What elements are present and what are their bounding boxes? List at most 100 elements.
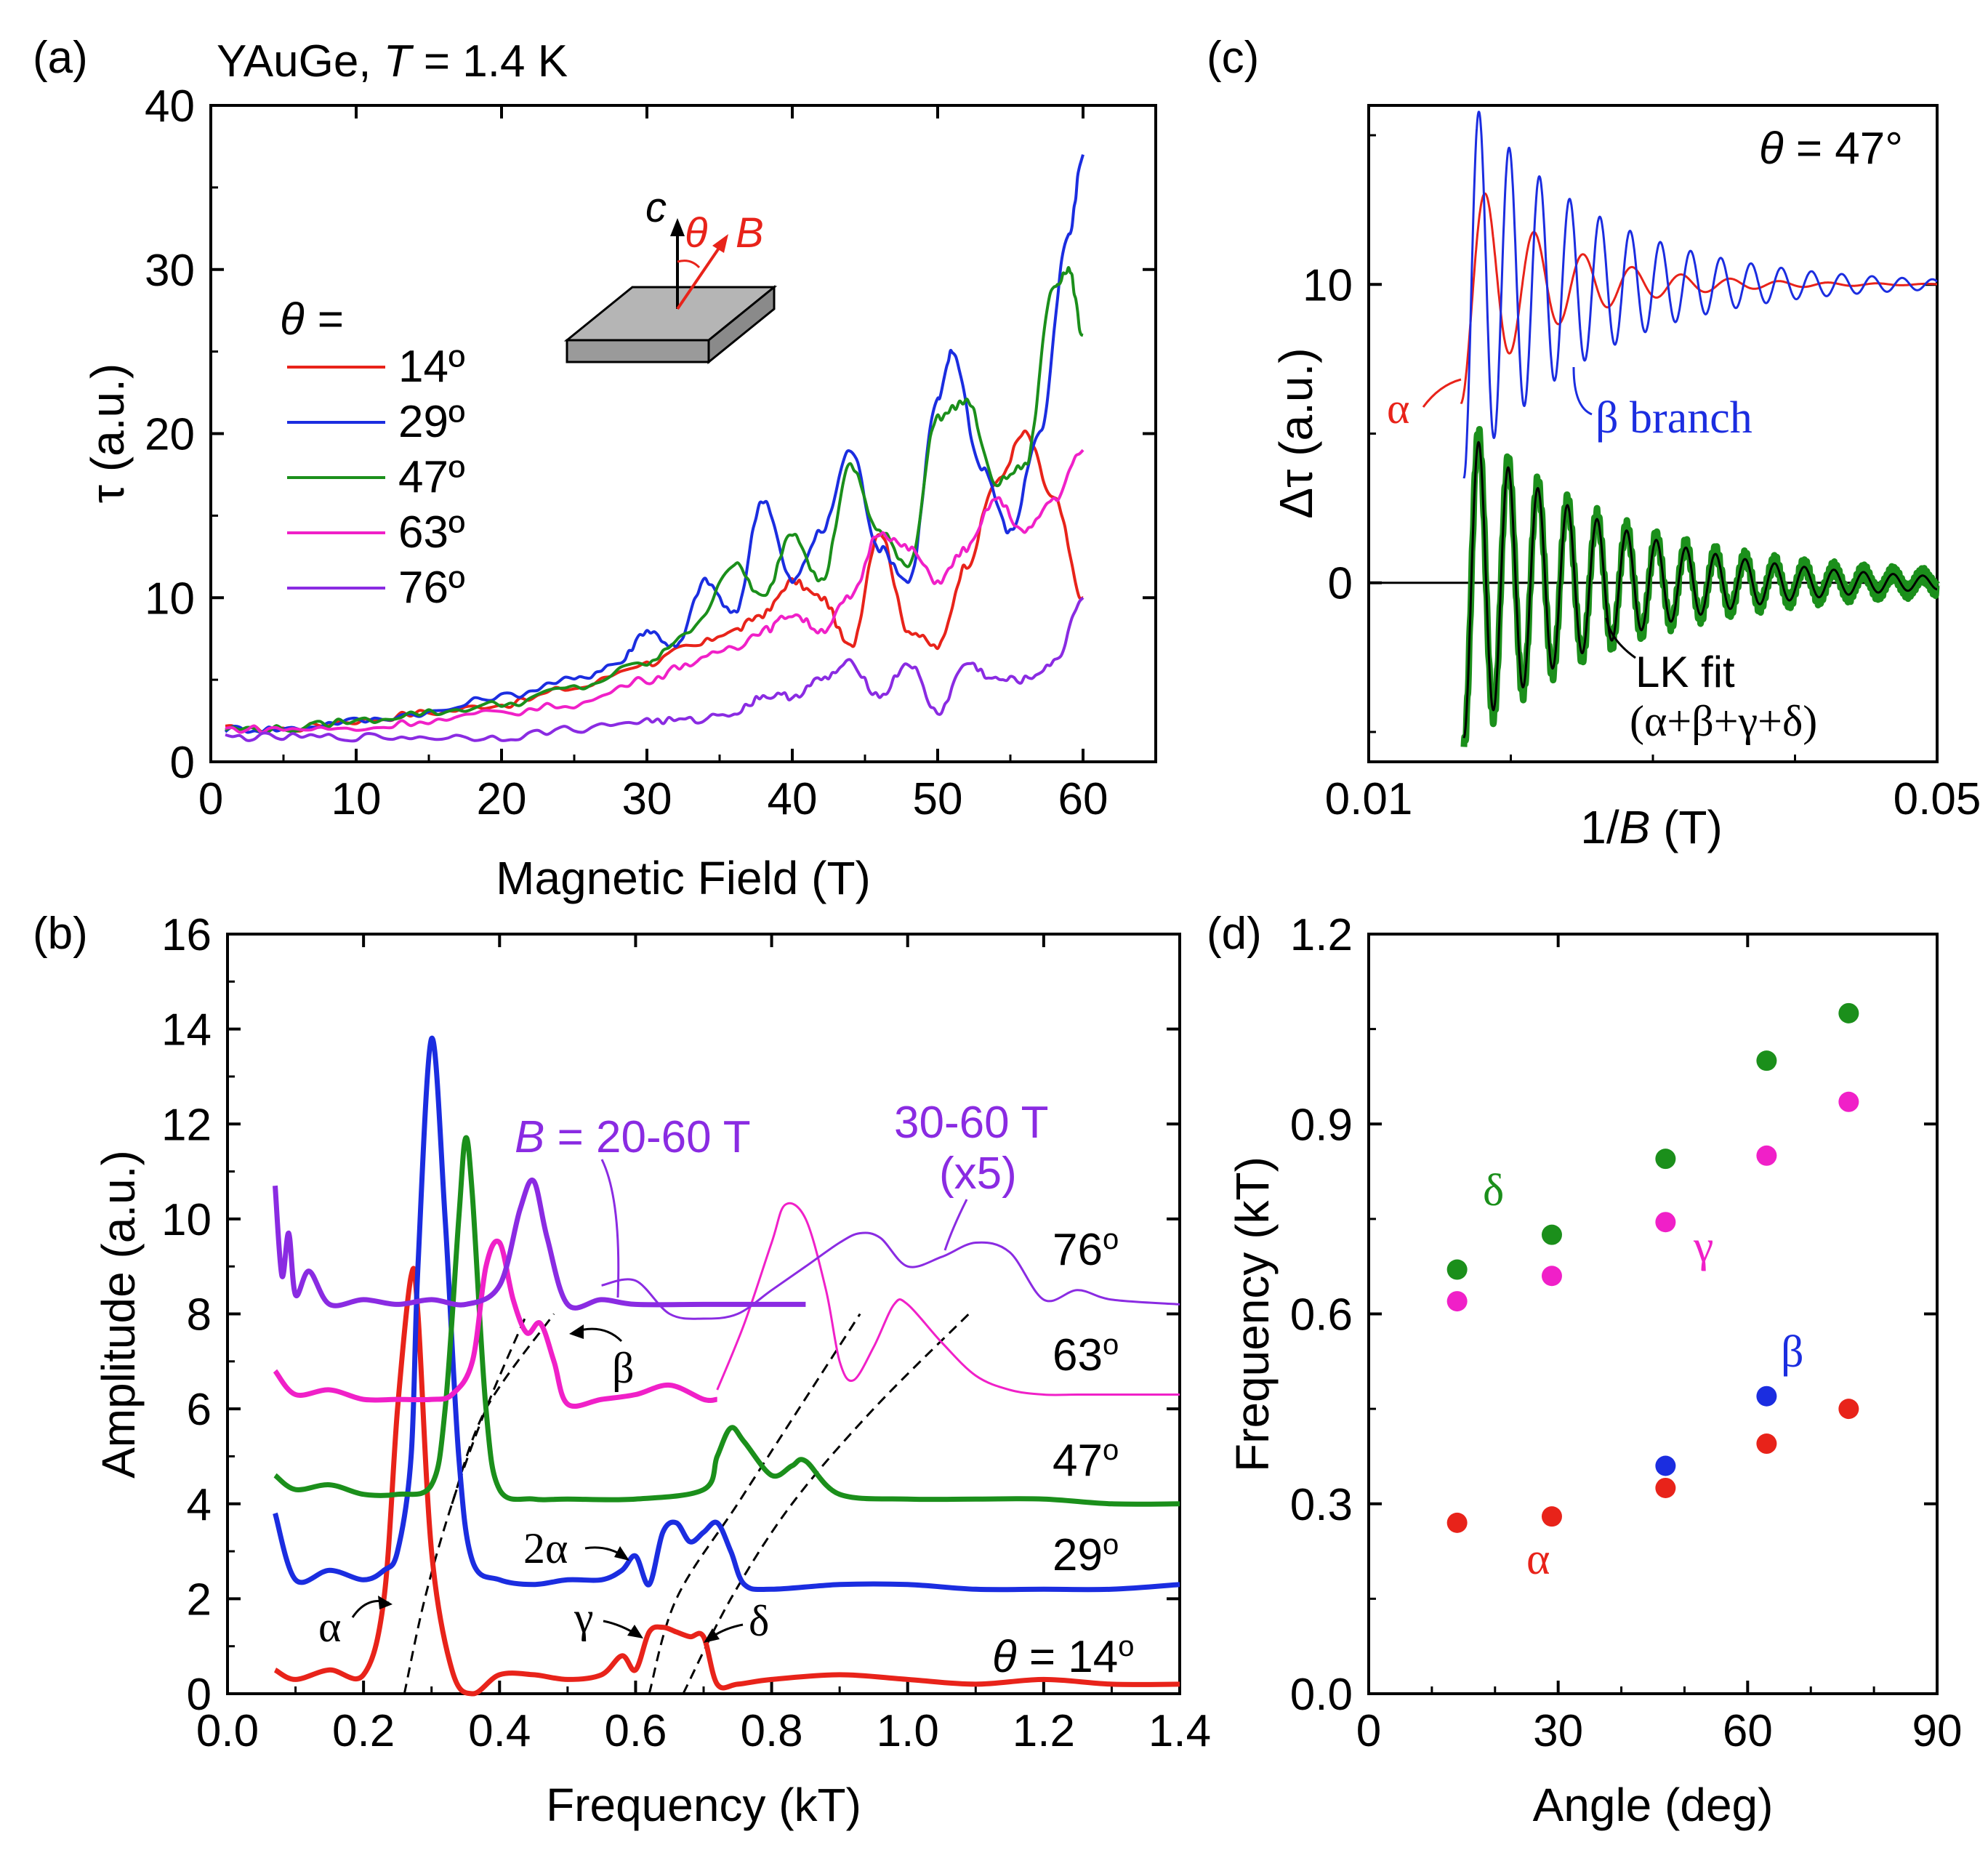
sample-slab-side [707, 284, 776, 365]
delta-arrowhead [704, 1628, 720, 1643]
x-tick-label: 0.2 [332, 1706, 395, 1756]
beta-series-label: β [1781, 1327, 1804, 1377]
y-tick-label: 40 [145, 81, 195, 132]
y-tick-label: 4 [187, 1480, 212, 1530]
x-tick-label: 1.4 [1148, 1706, 1211, 1756]
panel-a: (a) YAuGe, T = 1.4 K 0 10 20 30 40 50 60 0 10 20 3… [33, 33, 1157, 904]
y-tick-label: 1.2 [1290, 910, 1353, 960]
legend-header: θ = [280, 294, 343, 345]
point-δ [1655, 1149, 1676, 1170]
x-tick-label: 0 [198, 774, 223, 824]
gamma-arrowhead [627, 1625, 643, 1638]
y-tick-label: 16 [161, 910, 212, 960]
panel-c-label: (c) [1207, 33, 1259, 83]
branch-guide [451, 1313, 555, 1505]
alpha-branch-pointer [1422, 378, 1462, 408]
legend-entry: 76º [398, 563, 465, 613]
y-tick-label: 0.0 [1290, 1670, 1353, 1720]
point-α [1541, 1506, 1562, 1527]
x-tick-label: 60 [1058, 774, 1108, 824]
x-tick-label: 30 [1533, 1706, 1583, 1756]
panel-b-ylabel: Amplitude (a.u.) [92, 1150, 145, 1479]
x-tick-label: 20 [477, 774, 527, 824]
point-δ [1446, 1259, 1468, 1280]
y-tick-label: 20 [145, 410, 195, 460]
y-tick-label: 0 [170, 738, 195, 788]
x-tick-label: 0.6 [604, 1706, 667, 1756]
x-tick-label: 60 [1723, 1706, 1773, 1756]
point-δ [1756, 1050, 1777, 1071]
x-tick-label: 50 [913, 774, 963, 824]
x-tick-label: 0.8 [740, 1706, 802, 1756]
alpha-label: α [318, 1603, 341, 1651]
panel-c-ticks: 0.01 0.05 0 10 [1303, 105, 1981, 824]
two-alpha-label: 2α [523, 1524, 568, 1572]
point-γ [1655, 1212, 1676, 1233]
x-tick-label: 90 [1912, 1706, 1963, 1756]
panel-b-label: (b) [33, 909, 88, 959]
gamma-series-label: γ [1693, 1222, 1713, 1271]
b-field-arrowhead [712, 234, 728, 253]
panel-d: (d) 0 30 60 90 0.0 0.3 0.6 0.9 1.2 δ γ β α Angle… [1207, 909, 1962, 1831]
point-γ [1541, 1266, 1562, 1287]
delta-label: δ [749, 1597, 769, 1645]
panel-a-label: (a) [33, 33, 88, 83]
c-axis-arrowhead [670, 218, 685, 236]
label-29: 29o [1053, 1529, 1119, 1580]
beta-branch-pointer [1572, 366, 1593, 416]
x-tick-label: 40 [768, 774, 818, 824]
spectrum-76 [273, 1177, 806, 1311]
panel-b-annotations: B = 20-60 T 30-60 T (x5) 76o 63o 47o 29o… [318, 1098, 1135, 1682]
oscillation-0 [1460, 192, 1938, 404]
delta-series-label: δ [1483, 1166, 1504, 1215]
alpha-branch-label: α [1387, 385, 1409, 433]
b-field-label: B [736, 209, 764, 257]
label-76: 76o [1053, 1223, 1119, 1275]
panel-a-ticks: 0 10 20 30 40 50 60 0 10 20 30 40 [145, 81, 1156, 824]
legend-entry: 14º [398, 342, 465, 392]
theta-arc [677, 260, 701, 269]
torque-curve-63 [225, 449, 1084, 734]
range-pointer [600, 1159, 620, 1298]
panel-c-ylabel: Δτ (a.u.) [1270, 347, 1322, 518]
x5-range-label: 30-60 T [894, 1098, 1049, 1148]
c-axis-label: c [645, 184, 667, 231]
point-α [1838, 1399, 1859, 1420]
y-tick-label: 6 [187, 1385, 212, 1435]
y-tick-label: 0.3 [1290, 1480, 1353, 1530]
panel-a-title: YAuGe, T = 1.4 K [217, 36, 568, 87]
y-tick-label: 10 [145, 574, 195, 624]
y-tick-label: 10 [161, 1195, 212, 1245]
point-γ [1838, 1091, 1859, 1112]
x5-pointer [943, 1199, 968, 1251]
x5-label: (x5) [939, 1149, 1017, 1199]
torque-curve-29 [224, 154, 1084, 734]
x-tick-label: 0 [1356, 1706, 1381, 1756]
panel-c-xlabel: 1/B (T) [1580, 801, 1723, 853]
panel-a-lines [224, 154, 1084, 743]
point-β [1655, 1455, 1676, 1476]
angle-label: θ = 47° [1759, 124, 1903, 174]
x-tick-label: 30 [622, 774, 672, 824]
fit-terms-label: (α+β+γ+δ) [1630, 697, 1817, 745]
y-tick-label: 30 [145, 246, 195, 296]
label-47: 47o [1053, 1434, 1119, 1486]
x-tick-label: 0.0 [196, 1706, 259, 1756]
legend-entry: 47º [398, 452, 465, 502]
torque-curve-76 [225, 596, 1084, 743]
y-tick-label: 0 [187, 1670, 212, 1720]
theta-symbol: θ [685, 209, 707, 257]
y-tick-label: 14 [161, 1005, 212, 1055]
spectrum-14 [273, 1266, 1180, 1697]
x-tick-label: 0.4 [468, 1706, 531, 1756]
panel-d-ticks: 0 30 60 90 0.0 0.3 0.6 0.9 1.2 [1290, 910, 1963, 1756]
y-tick-label: 0 [1328, 559, 1353, 609]
panel-c-lines [1460, 110, 1941, 747]
y-tick-label: 8 [187, 1290, 212, 1340]
y-tick-label: 10 [1303, 260, 1353, 310]
x-tick-label: 1.0 [877, 1706, 939, 1756]
panel-d-label: (d) [1207, 909, 1262, 959]
panel-b-xlabel: Frequency (kT) [546, 1779, 861, 1831]
